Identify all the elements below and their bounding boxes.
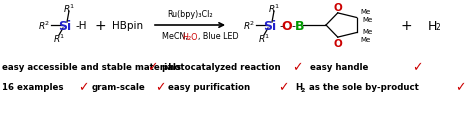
Text: Si: Si bbox=[264, 19, 276, 32]
Text: easy purification: easy purification bbox=[168, 83, 250, 92]
Text: gram-scale: gram-scale bbox=[92, 83, 146, 92]
Text: ✓: ✓ bbox=[278, 81, 289, 94]
Text: -: - bbox=[291, 21, 295, 31]
Text: MeCN,: MeCN, bbox=[162, 32, 190, 41]
Text: easy accessible and stable materials: easy accessible and stable materials bbox=[2, 63, 181, 72]
Text: 2: 2 bbox=[436, 23, 441, 32]
Text: $R^1$: $R^1$ bbox=[53, 33, 65, 45]
Text: ✓: ✓ bbox=[455, 81, 465, 94]
Text: easy handle: easy handle bbox=[310, 63, 368, 72]
Text: as the sole by-product: as the sole by-product bbox=[306, 83, 419, 92]
Text: B: B bbox=[295, 19, 305, 32]
Text: -H: -H bbox=[76, 21, 88, 31]
Text: H: H bbox=[428, 19, 438, 32]
Text: ✓: ✓ bbox=[412, 61, 422, 74]
Text: 16 examples: 16 examples bbox=[2, 83, 64, 92]
Text: O: O bbox=[282, 19, 292, 32]
Text: $R^1$: $R^1$ bbox=[268, 3, 280, 15]
Text: photocatalyzed reaction: photocatalyzed reaction bbox=[162, 63, 281, 72]
Text: H₂O: H₂O bbox=[182, 32, 198, 41]
Text: Me: Me bbox=[363, 29, 373, 35]
Text: O: O bbox=[333, 39, 342, 49]
Text: $R^1$: $R^1$ bbox=[63, 3, 75, 15]
Text: ✓: ✓ bbox=[147, 61, 157, 74]
Text: Si: Si bbox=[58, 19, 72, 32]
Text: $R^2$: $R^2$ bbox=[37, 20, 50, 32]
Text: H: H bbox=[295, 83, 302, 92]
Text: $R^2$: $R^2$ bbox=[243, 20, 255, 32]
Text: Me: Me bbox=[361, 8, 371, 14]
Text: 2: 2 bbox=[301, 87, 305, 92]
Text: +: + bbox=[400, 19, 412, 33]
Text: Me: Me bbox=[361, 37, 371, 43]
Text: Me: Me bbox=[363, 16, 373, 22]
Text: ✓: ✓ bbox=[155, 81, 165, 94]
Text: Ru(bpy)₃Cl₂: Ru(bpy)₃Cl₂ bbox=[167, 9, 213, 18]
Text: $R^1$: $R^1$ bbox=[258, 33, 270, 45]
Text: +: + bbox=[94, 19, 106, 33]
Text: ✓: ✓ bbox=[292, 61, 302, 74]
Text: , Blue LED: , Blue LED bbox=[198, 32, 238, 41]
Text: ✓: ✓ bbox=[78, 81, 89, 94]
Text: -: - bbox=[279, 21, 283, 31]
Text: HBpin: HBpin bbox=[112, 21, 144, 31]
Text: O: O bbox=[333, 3, 342, 13]
